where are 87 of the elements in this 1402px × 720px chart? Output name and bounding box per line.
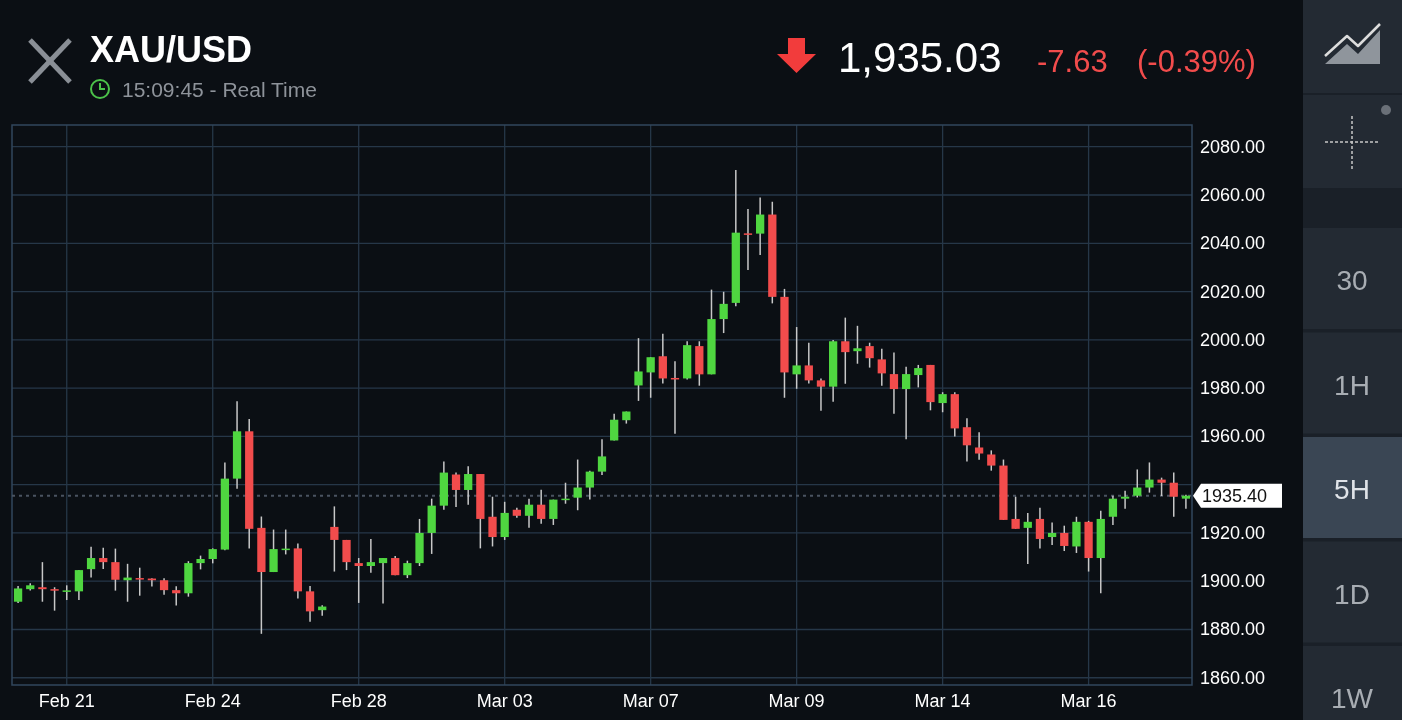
y-tick-label: 1980.00 xyxy=(1200,378,1266,399)
candlestick xyxy=(1169,471,1178,518)
candlestick xyxy=(585,469,594,501)
candlestick xyxy=(865,341,874,369)
y-tick-label: 2040.00 xyxy=(1200,233,1266,254)
candlestick xyxy=(987,449,996,472)
candlestick xyxy=(962,417,972,463)
text: 1D xyxy=(1334,578,1370,610)
y-tick-label: 1900.00 xyxy=(1200,571,1266,592)
candlestick xyxy=(853,325,862,365)
candlestick xyxy=(719,291,728,334)
candlestick xyxy=(38,561,47,603)
text: 30 xyxy=(1336,265,1368,296)
candlestick xyxy=(974,431,984,461)
candlestick xyxy=(1023,512,1032,565)
candlestick xyxy=(1035,507,1045,550)
x-tick-label: Mar 16 xyxy=(1060,691,1117,711)
y-tick-label: 1860.00 xyxy=(1200,667,1266,688)
x-tick-label: Mar 07 xyxy=(622,691,679,711)
candlestick xyxy=(610,412,619,442)
chart-subtitle: 15:09:45 - Real Time xyxy=(122,78,317,101)
candlestick xyxy=(877,348,886,387)
candlestick xyxy=(938,391,947,413)
candlestick xyxy=(464,465,473,506)
y-tick-label: 1880.00 xyxy=(1200,619,1266,640)
candlestick xyxy=(573,458,582,511)
ref-line-label: 1935.40 xyxy=(1202,485,1268,506)
text: -7.63 xyxy=(1037,44,1108,79)
x-tick-label: Mar 03 xyxy=(476,691,533,711)
candlestick xyxy=(841,316,850,385)
candlestick xyxy=(172,585,181,607)
candlestick xyxy=(378,557,388,605)
candlestick xyxy=(889,351,899,415)
text: 1H xyxy=(1334,369,1370,401)
y-tick-label: 1960.00 xyxy=(1200,426,1266,447)
candlestick xyxy=(50,586,59,612)
candlestick xyxy=(99,546,108,570)
candlestick xyxy=(537,488,546,525)
candlestick xyxy=(597,438,607,476)
y-tick-label: 1920.00 xyxy=(1200,522,1266,543)
chart-title: XAU/USD xyxy=(90,29,253,70)
candlestick xyxy=(1047,521,1057,546)
candlestick xyxy=(86,545,96,579)
candlestick xyxy=(792,326,801,390)
candlestick xyxy=(135,566,144,597)
candlestick xyxy=(1157,476,1166,497)
candlestick xyxy=(646,356,655,399)
candlestick xyxy=(330,505,339,573)
x-tick-label: Mar 14 xyxy=(914,691,971,711)
candlestick xyxy=(1145,461,1154,494)
candlestick xyxy=(756,196,765,256)
candlestick xyxy=(634,337,643,402)
text: (-0.39%) xyxy=(1137,44,1256,79)
y-tick-label: 2060.00 xyxy=(1200,185,1266,205)
y-tick-label: 2000.00 xyxy=(1200,329,1266,350)
text: 1W xyxy=(1331,683,1374,714)
candlestick xyxy=(524,497,534,529)
x-tick-label: Feb 21 xyxy=(38,691,95,711)
x-tick-label: Feb 28 xyxy=(330,691,387,711)
candlestick xyxy=(1133,468,1142,499)
candlestick xyxy=(488,495,497,548)
y-tick-label: 2020.00 xyxy=(1200,281,1266,302)
candlestick xyxy=(342,539,351,571)
candlestick xyxy=(1120,489,1130,510)
candlestick xyxy=(74,569,84,601)
candlestick xyxy=(658,333,667,385)
candlestick xyxy=(901,366,911,441)
text: 5H xyxy=(1334,474,1370,505)
candlestick xyxy=(1181,494,1191,510)
candlestick xyxy=(1108,495,1118,526)
candlestick xyxy=(366,538,375,574)
candlestick xyxy=(549,498,558,526)
y-tick-label: 2080.00 xyxy=(1200,136,1266,157)
candlestick xyxy=(451,471,461,508)
candlestick xyxy=(305,585,315,623)
candlestick xyxy=(1011,495,1020,530)
text: 1,935.03 xyxy=(838,34,1002,81)
candlestick xyxy=(1060,524,1069,552)
candlestick xyxy=(914,364,923,389)
candlestick xyxy=(111,547,120,592)
x-tick-label: Mar 09 xyxy=(768,691,825,711)
candlestick xyxy=(354,557,363,604)
candlestick xyxy=(816,377,826,412)
x-tick-label: Feb 24 xyxy=(184,691,241,711)
candlestick xyxy=(804,341,813,385)
candlestick xyxy=(269,528,278,573)
candlestick xyxy=(743,208,753,271)
